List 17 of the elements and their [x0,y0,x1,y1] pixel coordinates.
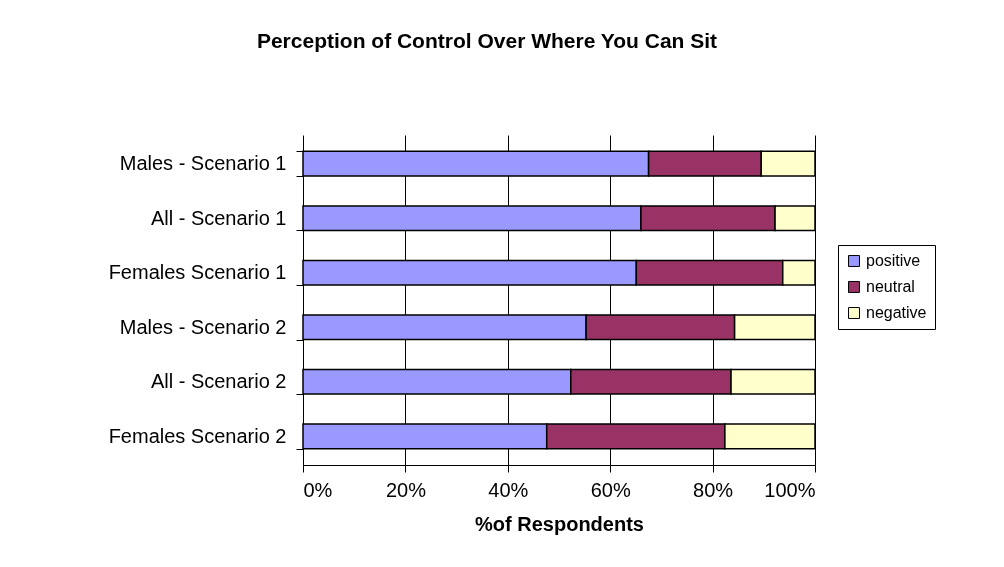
x-tick-label: 60% [590,478,631,501]
x-tick-label: 0% [303,478,333,501]
legend-label: positive [866,252,921,269]
x-tick-label: 100% [764,478,816,501]
y-tick-label: Females Scenario 2 [108,424,287,447]
x-tick-label: 40% [488,478,529,501]
y-tick-label: Males - Scenario 1 [119,152,287,175]
y-tick-label: All - Scenario 1 [150,206,287,229]
x-axis-title: %of Respondents [475,512,644,535]
legend-label: negative [866,304,927,321]
y-tick-label: Females Scenario 1 [108,261,287,284]
legend-label: neutral [866,278,915,295]
x-tick-label: 80% [693,478,734,501]
y-tick-label: Males - Scenario 2 [119,315,287,338]
x-tick-label: 20% [385,478,427,501]
chart-title: Perception of Control Over Where You Can Sit [256,29,718,52]
y-tick-label: All - Scenario 2 [150,370,287,393]
